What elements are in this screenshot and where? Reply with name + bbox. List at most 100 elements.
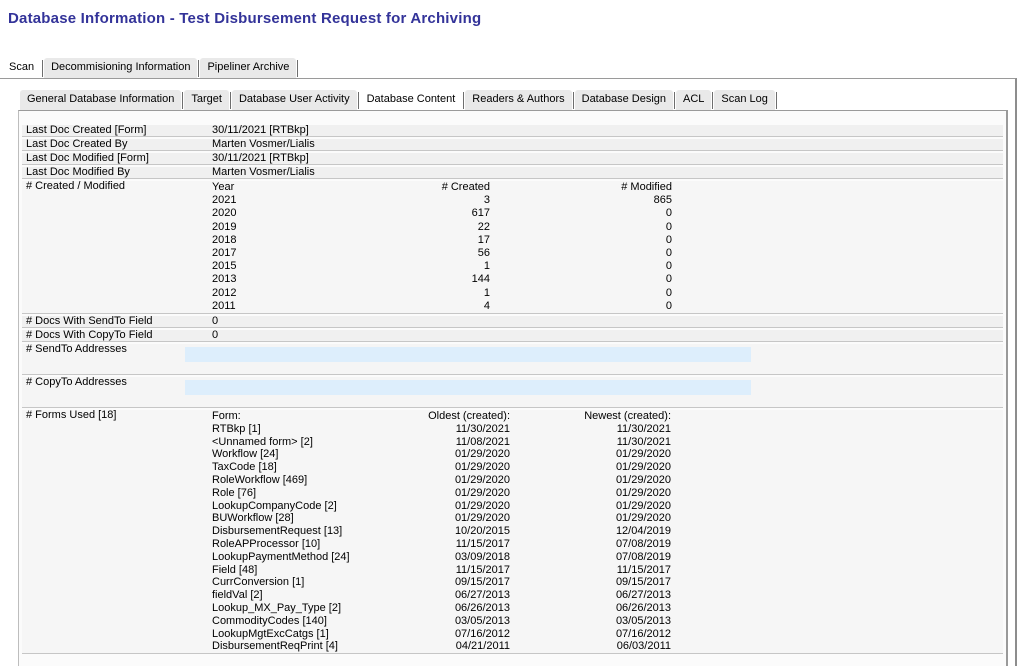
field-label: Last Doc Created By — [26, 138, 128, 150]
year-row: 2019 22 0 — [212, 221, 672, 234]
inner-tab[interactable]: Database User Activity — [231, 90, 357, 110]
field-label: Last Doc Created [Form] — [26, 124, 147, 136]
info-row: # Docs With CopyTo Field 0 — [22, 329, 1003, 343]
form-name-cell: Field [48] — [212, 563, 258, 576]
outer-tab[interactable]: Pipeliner Archive — [200, 58, 297, 78]
form-row: <Unnamed form> [2] 11/08/2021 11/30/2021 — [212, 436, 671, 449]
inner-tab[interactable]: Readers & Authors — [465, 90, 572, 110]
form-name-cell: RTBkp [1] — [212, 422, 261, 435]
doc-info-rows: Last Doc Created [Form] 30/11/2021 [RTBk… — [22, 125, 1003, 179]
info-row: Last Doc Created By Marten Vosmer/Lialis — [22, 139, 1003, 151]
field-value: 30/11/2021 [RTBkp] — [212, 124, 309, 136]
form-row: CurrConversion [1] 09/15/2017 09/15/2017 — [212, 576, 671, 589]
year-cell: 2020 — [212, 207, 237, 220]
form-row: BUWorkflow [28] 01/29/2020 01/29/2020 — [212, 512, 671, 525]
sendto-addresses-field[interactable] — [185, 347, 751, 363]
modified-count-cell: 0 — [665, 233, 672, 246]
form-name-cell: DisbursementReqPrint [4] — [212, 640, 338, 653]
form-row: LookupMgtExcCatgs [1] 07/16/2012 07/16/2… — [212, 628, 671, 641]
year-cell: 2021 — [212, 194, 237, 207]
form-row: RTBkp [1] 11/30/2021 11/30/2021 — [212, 423, 671, 436]
year-row: 2018 17 0 — [212, 234, 672, 247]
modified-count-cell: 0 — [665, 286, 672, 299]
newest-date-cell: 01/29/2020 — [615, 486, 671, 499]
inner-tab[interactable]: General Database Information — [20, 90, 182, 110]
oldest-date-cell: 01/29/2020 — [454, 474, 510, 487]
form-name-cell: RoleAPProcessor [10] — [212, 538, 321, 550]
newest-date-cell: 01/29/2020 — [615, 512, 671, 525]
modified-count-cell: 0 — [665, 220, 672, 233]
field-label: # Docs With CopyTo Field — [26, 329, 153, 342]
inner-tab[interactable]: Target — [184, 90, 229, 110]
year-cell: 2013 — [212, 273, 237, 286]
year-cell: 2018 — [212, 233, 237, 246]
form-row: fieldVal [2] 06/27/2013 06/27/2013 — [212, 589, 671, 602]
tab-separator — [712, 91, 714, 109]
tab-separator — [182, 91, 184, 109]
form-row: RoleAPProcessor [10] 11/15/2017 07/08/20… — [212, 538, 671, 551]
form-row: Workflow [24] 01/29/2020 01/29/2020 — [212, 448, 671, 461]
inner-tab[interactable]: Database Design — [574, 90, 674, 110]
newest-date-cell: 11/30/2021 — [616, 435, 671, 448]
inner-tab[interactable]: Database Content — [359, 90, 463, 110]
modified-count-cell: 865 — [653, 194, 672, 207]
oldest-date-cell: 07/16/2012 — [454, 627, 510, 640]
inner-tab[interactable]: Scan Log — [714, 90, 775, 110]
tab-separator — [775, 91, 777, 109]
outer-tab-bar: Scan Decommisioning Information Pipeline… — [2, 58, 299, 78]
modified-count-cell: 0 — [665, 207, 672, 220]
forms-used-table: Form: Oldest (created): Newest (created)… — [212, 410, 671, 653]
year-cell: 2017 — [212, 247, 237, 260]
newest-date-cell: 07/08/2019 — [615, 538, 671, 550]
form-name-cell: LookupCompanyCode [2] — [212, 499, 337, 512]
field-label: # Docs With SendTo Field — [26, 315, 153, 328]
form-name-cell: Role [76] — [212, 486, 257, 499]
inner-tab[interactable]: ACL — [676, 90, 712, 110]
form-row: Field [48] 11/15/2017 11/15/2017 — [212, 564, 671, 577]
database-content-body: Last Doc Created [Form] 30/11/2021 [RTBk… — [22, 125, 1003, 656]
modified-count-cell: 0 — [665, 273, 672, 286]
form-row: Role [76] 01/29/2020 01/29/2020 — [212, 487, 671, 500]
info-row: # Docs With SendTo Field 0 — [22, 315, 1003, 329]
column-header-form: Form: — [212, 410, 241, 423]
form-row: LookupCompanyCode [2] 01/29/2020 01/29/2… — [212, 500, 671, 513]
newest-date-cell: 01/29/2020 — [615, 499, 671, 512]
oldest-date-cell: 09/15/2017 — [454, 576, 510, 589]
newest-date-cell: 07/08/2019 — [615, 550, 671, 563]
year-row: 2013 144 0 — [212, 273, 672, 286]
newest-date-cell: 06/27/2013 — [615, 589, 671, 602]
form-row: RoleWorkflow [469] 01/29/2020 01/29/2020 — [212, 474, 671, 487]
copyto-addresses-field[interactable] — [185, 380, 751, 396]
field-value: 0 — [212, 315, 219, 328]
oldest-date-cell: 10/20/2015 — [454, 525, 510, 538]
form-name-cell: LookupMgtExcCatgs [1] — [212, 627, 329, 640]
year-cell: 2019 — [212, 220, 237, 233]
tab-separator — [42, 59, 44, 77]
form-name-cell: BUWorkflow [28] — [212, 512, 294, 525]
info-row: Last Doc Modified [Form] 30/11/2021 [RTB… — [22, 153, 1003, 165]
copyto-addresses-row: # CopyTo Addresses — [22, 376, 1003, 409]
oldest-date-cell: 01/29/2020 — [454, 499, 510, 512]
year-row: 2015 1 0 — [212, 260, 672, 273]
form-row: TaxCode [18] 01/29/2020 01/29/2020 — [212, 461, 671, 474]
field-label: # CopyTo Addresses — [26, 376, 127, 389]
created-modified-table: Year # Created # Modified 2021 3 865 202… — [212, 181, 672, 313]
forms-used-row: # Forms Used [18] Form: Oldest (created)… — [22, 410, 1003, 655]
created-modified-row: # Created / Modified Year # Created # Mo… — [22, 180, 1003, 315]
tab-separator — [229, 91, 231, 109]
modified-count-cell: 0 — [665, 260, 672, 273]
year-row: 2021 3 865 — [212, 194, 672, 207]
created-count-cell: 1 — [483, 260, 490, 273]
outer-tab[interactable]: Scan — [2, 58, 42, 78]
tab-separator — [572, 91, 574, 109]
created-count-cell: 617 — [471, 207, 490, 220]
created-count-cell: 144 — [471, 273, 490, 286]
outer-tab[interactable]: Decommisioning Information — [44, 58, 198, 78]
field-label: Last Doc Modified [Form] — [26, 152, 149, 164]
oldest-date-cell: 01/29/2020 — [454, 448, 510, 461]
form-name-cell: CurrConversion [1] — [212, 576, 305, 589]
created-count-cell: 3 — [483, 194, 490, 207]
newest-date-cell: 03/05/2013 — [615, 614, 671, 627]
form-name-cell: CommodityCodes [140] — [212, 614, 327, 627]
year-cell: 2012 — [212, 286, 237, 299]
